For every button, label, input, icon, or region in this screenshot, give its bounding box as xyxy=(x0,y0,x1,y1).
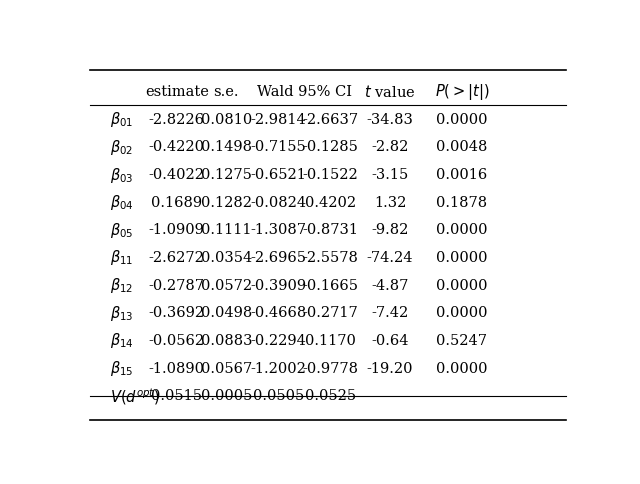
Text: 0.0016: 0.0016 xyxy=(436,168,488,182)
Text: -0.1665: -0.1665 xyxy=(303,278,358,292)
Text: -7.42: -7.42 xyxy=(371,305,408,319)
Text: 0.0005: 0.0005 xyxy=(200,388,252,402)
Text: 0.0810: 0.0810 xyxy=(201,113,252,126)
Text: $\beta_{04}$: $\beta_{04}$ xyxy=(110,193,134,212)
Text: -0.3692: -0.3692 xyxy=(148,305,205,319)
Text: -1.2002: -1.2002 xyxy=(250,361,307,375)
Text: 0.0515: 0.0515 xyxy=(151,388,202,402)
Text: -0.4668: -0.4668 xyxy=(250,305,307,319)
Text: $\beta_{11}$: $\beta_{11}$ xyxy=(110,248,133,267)
Text: -0.0562: -0.0562 xyxy=(148,333,205,347)
Text: $t$ value: $t$ value xyxy=(364,84,416,100)
Text: 0.1689: 0.1689 xyxy=(151,196,202,209)
Text: $\beta_{01}$: $\beta_{01}$ xyxy=(110,110,133,129)
Text: -0.9778: -0.9778 xyxy=(303,361,358,375)
Text: 0.1170: 0.1170 xyxy=(305,333,356,347)
Text: -0.0824: -0.0824 xyxy=(250,196,307,209)
Text: 1.32: 1.32 xyxy=(374,196,406,209)
Text: -0.4022: -0.4022 xyxy=(148,168,205,182)
Text: -1.0890: -1.0890 xyxy=(148,361,205,375)
Text: -0.6521: -0.6521 xyxy=(250,168,307,182)
Text: $P(>|t|)$: $P(>|t|)$ xyxy=(435,82,489,102)
Text: -0.2787: -0.2787 xyxy=(148,278,205,292)
Text: -0.1522: -0.1522 xyxy=(303,168,358,182)
Text: 0.0000: 0.0000 xyxy=(436,278,488,292)
Text: -74.24: -74.24 xyxy=(367,251,413,264)
Text: 0.0000: 0.0000 xyxy=(436,113,488,126)
Text: $\beta_{03}$: $\beta_{03}$ xyxy=(110,165,133,184)
Text: 0.4202: 0.4202 xyxy=(305,196,356,209)
Text: Wald 95% CI: Wald 95% CI xyxy=(257,85,352,99)
Text: $V(d^{opt})$: $V(d^{opt})$ xyxy=(110,385,159,406)
Text: 0.0883: 0.0883 xyxy=(200,333,252,347)
Text: 0.0000: 0.0000 xyxy=(436,251,488,264)
Text: -0.7155: -0.7155 xyxy=(250,140,307,154)
Text: -1.3087: -1.3087 xyxy=(250,223,307,237)
Text: -0.1285: -0.1285 xyxy=(303,140,358,154)
Text: -2.6965: -2.6965 xyxy=(250,251,307,264)
Text: -2.8226: -2.8226 xyxy=(148,113,205,126)
Text: 0.0525: 0.0525 xyxy=(305,388,356,402)
Text: -0.4220: -0.4220 xyxy=(148,140,205,154)
Text: 0.0567: 0.0567 xyxy=(201,361,252,375)
Text: 0.0048: 0.0048 xyxy=(436,140,488,154)
Text: -0.2717: -0.2717 xyxy=(303,305,358,319)
Text: $\beta_{15}$: $\beta_{15}$ xyxy=(110,358,133,377)
Text: 0.1275: 0.1275 xyxy=(201,168,252,182)
Text: -3.15: -3.15 xyxy=(371,168,408,182)
Text: –: – xyxy=(458,388,466,402)
Text: -4.87: -4.87 xyxy=(371,278,409,292)
Text: 0.0000: 0.0000 xyxy=(436,223,488,237)
Text: s.e.: s.e. xyxy=(214,85,239,99)
Text: $\beta_{05}$: $\beta_{05}$ xyxy=(110,220,133,240)
Text: -0.2294: -0.2294 xyxy=(250,333,307,347)
Text: –: – xyxy=(387,388,394,402)
Text: 0.1282: 0.1282 xyxy=(201,196,252,209)
Text: 0.0354: 0.0354 xyxy=(201,251,252,264)
Text: $\beta_{13}$: $\beta_{13}$ xyxy=(110,303,133,322)
Text: 0.1498: 0.1498 xyxy=(201,140,252,154)
Text: -2.6637: -2.6637 xyxy=(303,113,358,126)
Text: -2.6272: -2.6272 xyxy=(148,251,205,264)
Text: -9.82: -9.82 xyxy=(371,223,409,237)
Text: -2.82: -2.82 xyxy=(371,140,409,154)
Text: $\beta_{02}$: $\beta_{02}$ xyxy=(110,137,133,157)
Text: -19.20: -19.20 xyxy=(367,361,413,375)
Text: 0.0000: 0.0000 xyxy=(436,361,488,375)
Text: $\beta_{14}$: $\beta_{14}$ xyxy=(110,331,134,349)
Text: -34.83: -34.83 xyxy=(367,113,413,126)
Text: -0.64: -0.64 xyxy=(371,333,409,347)
Text: 0.0572: 0.0572 xyxy=(201,278,252,292)
Text: -2.5578: -2.5578 xyxy=(303,251,358,264)
Text: 0.1878: 0.1878 xyxy=(436,196,488,209)
Text: -0.8731: -0.8731 xyxy=(303,223,358,237)
Text: estimate: estimate xyxy=(145,85,209,99)
Text: 0.5247: 0.5247 xyxy=(436,333,488,347)
Text: -2.9814: -2.9814 xyxy=(250,113,307,126)
Text: 0.0000: 0.0000 xyxy=(436,305,488,319)
Text: 0.0498: 0.0498 xyxy=(201,305,252,319)
Text: -0.3909: -0.3909 xyxy=(250,278,307,292)
Text: 0.0505: 0.0505 xyxy=(253,388,304,402)
Text: $\beta_{12}$: $\beta_{12}$ xyxy=(110,275,133,295)
Text: 0.1111: 0.1111 xyxy=(201,223,252,237)
Text: -1.0909: -1.0909 xyxy=(148,223,205,237)
